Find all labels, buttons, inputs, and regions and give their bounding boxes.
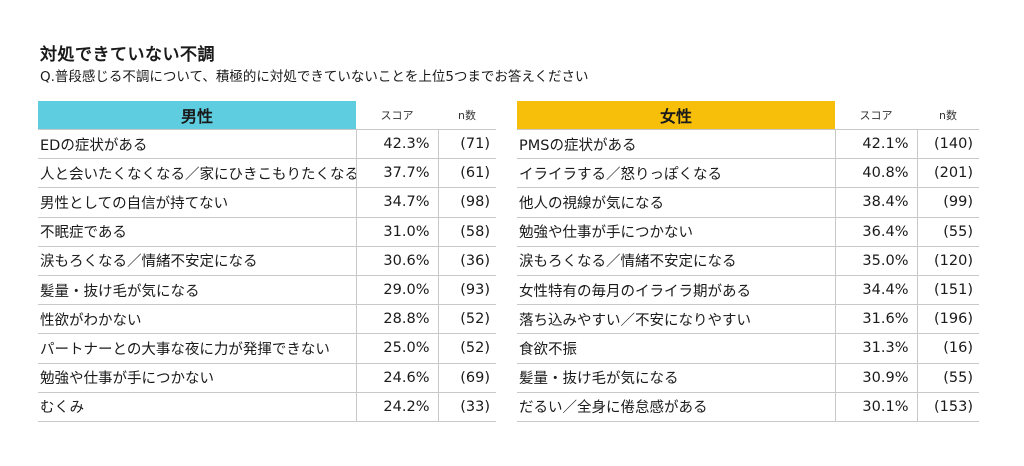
column-header-n: n数: [917, 101, 979, 130]
table-row: EDの症状がある 42.3% (71): [38, 129, 496, 160]
score-value: 40.8%: [835, 158, 918, 189]
sample-size: (140): [917, 129, 979, 160]
sample-size: (58): [438, 217, 496, 247]
item-label: PMSの症状がある: [517, 129, 836, 160]
table-row: パートナーとの大事な夜に力が発揮できない 25.0% (52): [38, 333, 496, 364]
column-header-score: スコア: [835, 101, 917, 130]
item-label: 勉強や仕事が手につかない: [517, 217, 836, 247]
sample-size: (36): [438, 246, 496, 276]
table-row: 女性特有の毎月のイライラ期がある 34.4% (151): [517, 275, 979, 306]
score-value: 30.6%: [356, 246, 439, 276]
item-label: だるい／全身に倦怠感がある: [517, 392, 836, 422]
table-row: 涙もろくなる／情緒不安定になる 35.0% (120): [517, 246, 979, 276]
sample-size: (55): [917, 217, 979, 247]
score-value: 42.1%: [835, 129, 918, 160]
sample-size: (151): [917, 275, 979, 306]
score-value: 42.3%: [356, 129, 439, 160]
item-label: 涙もろくなる／情緒不安定になる: [38, 246, 357, 276]
male-ranking-table: 男性 スコア n数 EDの症状がある 42.3% (71) 人と会いたくなくなる／家に…: [38, 101, 496, 422]
table-row: イライラする／怒りっぽくなる 40.8% (201): [517, 158, 979, 189]
survey-question: Q.普段感じる不調について、積極的に対処できていないことを上位5つまでお答えくだ…: [40, 69, 589, 85]
table-row: PMSの症状がある 42.1% (140): [517, 129, 979, 160]
score-value: 30.1%: [835, 392, 918, 422]
sample-size: (52): [438, 304, 496, 335]
score-value: 28.8%: [356, 304, 439, 335]
sample-size: (153): [917, 392, 979, 422]
sample-size: (99): [917, 187, 979, 218]
score-value: 31.0%: [356, 217, 439, 247]
sample-size: (33): [438, 392, 496, 422]
table-row: 性欲がわかない 28.8% (52): [38, 304, 496, 335]
group-header-male: 男性: [38, 101, 356, 130]
score-value: 34.7%: [356, 187, 439, 218]
column-header-n: n数: [438, 101, 496, 130]
sample-size: (201): [917, 158, 979, 189]
table-row: 涙もろくなる／情緒不安定になる 30.6% (36): [38, 246, 496, 276]
item-label: イライラする／怒りっぽくなる: [517, 158, 836, 189]
score-value: 31.3%: [835, 333, 918, 364]
table-header-row: 男性 スコア n数: [38, 101, 496, 130]
table-row: むくみ 24.2% (33): [38, 392, 496, 422]
score-value: 35.0%: [835, 246, 918, 276]
sample-size: (93): [438, 275, 496, 306]
table-row: 髪量・抜け毛が気になる 29.0% (93): [38, 275, 496, 306]
item-label: 不眠症である: [38, 217, 357, 247]
sample-size: (55): [917, 363, 979, 393]
table-row: 不眠症である 31.0% (58): [38, 217, 496, 247]
item-label: 人と会いたくなくなる／家にひきこもりたくなる: [38, 158, 357, 189]
score-value: 25.0%: [356, 333, 439, 364]
sample-size: (61): [438, 158, 496, 189]
score-value: 36.4%: [835, 217, 918, 247]
sample-size: (196): [917, 304, 979, 335]
page-title: 対処できていない不調: [40, 45, 215, 65]
score-value: 34.4%: [835, 275, 918, 306]
item-label: 勉強や仕事が手につかない: [38, 363, 357, 393]
item-label: 涙もろくなる／情緒不安定になる: [517, 246, 836, 276]
item-label: 落ち込みやすい／不安になりやすい: [517, 304, 836, 335]
item-label: 男性としての自信が持てない: [38, 187, 357, 218]
item-label: 髪量・抜け毛が気になる: [517, 363, 836, 393]
table-row: 髪量・抜け毛が気になる 30.9% (55): [517, 363, 979, 393]
score-value: 38.4%: [835, 187, 918, 218]
item-label: パートナーとの大事な夜に力が発揮できない: [38, 333, 357, 364]
female-ranking-table: 女性 スコア n数 PMSの症状がある 42.1% (140) イライラする／怒りっぽ…: [517, 101, 979, 422]
sample-size: (16): [917, 333, 979, 364]
table-row: 落ち込みやすい／不安になりやすい 31.6% (196): [517, 304, 979, 335]
table-row: 勉強や仕事が手につかない 36.4% (55): [517, 217, 979, 247]
item-label: 性欲がわかない: [38, 304, 357, 335]
score-value: 24.2%: [356, 392, 439, 422]
sample-size: (71): [438, 129, 496, 160]
group-header-female: 女性: [517, 101, 835, 130]
table-row: 人と会いたくなくなる／家にひきこもりたくなる 37.7% (61): [38, 158, 496, 189]
sample-size: (69): [438, 363, 496, 393]
table-header-row: 女性 スコア n数: [517, 101, 979, 130]
item-label: 他人の視線が気になる: [517, 187, 836, 218]
item-label: EDの症状がある: [38, 129, 357, 160]
score-value: 30.9%: [835, 363, 918, 393]
score-value: 29.0%: [356, 275, 439, 306]
item-label: 女性特有の毎月のイライラ期がある: [517, 275, 836, 306]
item-label: 食欲不振: [517, 333, 836, 364]
table-row: 食欲不振 31.3% (16): [517, 333, 979, 364]
sample-size: (120): [917, 246, 979, 276]
score-value: 37.7%: [356, 158, 439, 189]
table-row: 男性としての自信が持てない 34.7% (98): [38, 187, 496, 218]
score-value: 31.6%: [835, 304, 918, 335]
table-row: 他人の視線が気になる 38.4% (99): [517, 187, 979, 218]
table-row: だるい／全身に倦怠感がある 30.1% (153): [517, 392, 979, 422]
sample-size: (98): [438, 187, 496, 218]
sample-size: (52): [438, 333, 496, 364]
table-row: 勉強や仕事が手につかない 24.6% (69): [38, 363, 496, 393]
score-value: 24.6%: [356, 363, 439, 393]
item-label: 髪量・抜け毛が気になる: [38, 275, 357, 306]
item-label: むくみ: [38, 392, 357, 422]
column-header-score: スコア: [356, 101, 438, 130]
